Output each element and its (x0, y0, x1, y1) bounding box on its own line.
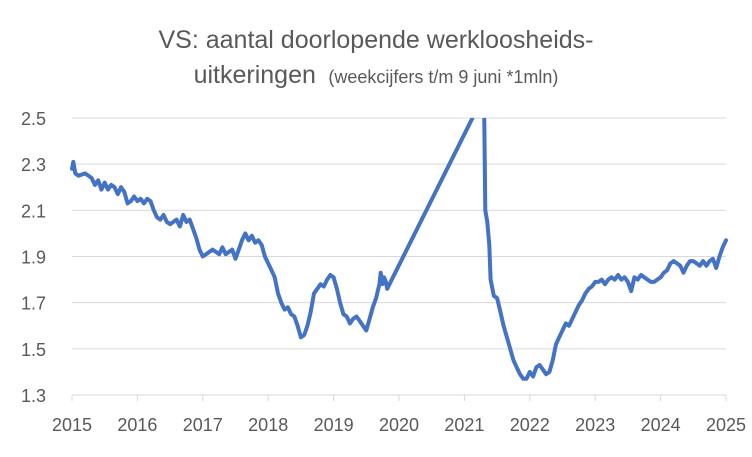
x-tick-label: 2020 (379, 415, 419, 435)
x-tick-label: 2018 (248, 415, 288, 435)
chart-title-subject: uitkeringen (194, 61, 316, 89)
y-tick-label: 2.1 (21, 201, 46, 221)
y-tick-label: 1.5 (21, 340, 46, 360)
x-tick-label: 2022 (510, 415, 550, 435)
y-tick-label: 2.3 (21, 155, 46, 175)
x-tick-label: 2015 (52, 415, 92, 435)
axes: 2.5 2.3 2.1 1.9 1.7 1.5 1.3 2015 2016 2017 2018 201… (21, 109, 746, 435)
x-tick-label: 2019 (314, 415, 354, 435)
y-tick-label: 1.7 (21, 294, 46, 314)
x-tick-label: 2021 (444, 415, 484, 435)
x-tick-label: 2017 (183, 415, 223, 435)
x-tick-label: 2016 (117, 415, 157, 435)
y-tick-label: 1.9 (21, 248, 46, 268)
y-tick-label: 1.3 (21, 386, 46, 406)
chart-title-line2: uitkeringen (weekcijfers t/m 9 juni *1ml… (194, 61, 559, 89)
x-tick-label: 2023 (575, 415, 615, 435)
y-tick-label: 2.5 (21, 109, 46, 129)
series-layer (70, 118, 728, 381)
gridlines (72, 117, 726, 396)
series-line-0 (70, 118, 728, 381)
x-tick-label: 2024 (641, 415, 681, 435)
x-tick-label: 2025 (706, 415, 746, 435)
chart-title-note: (weekcijfers t/m 9 juni *1mln) (328, 67, 558, 87)
chart-title: VS: aantal doorlopende werkloosheids- (159, 26, 594, 54)
